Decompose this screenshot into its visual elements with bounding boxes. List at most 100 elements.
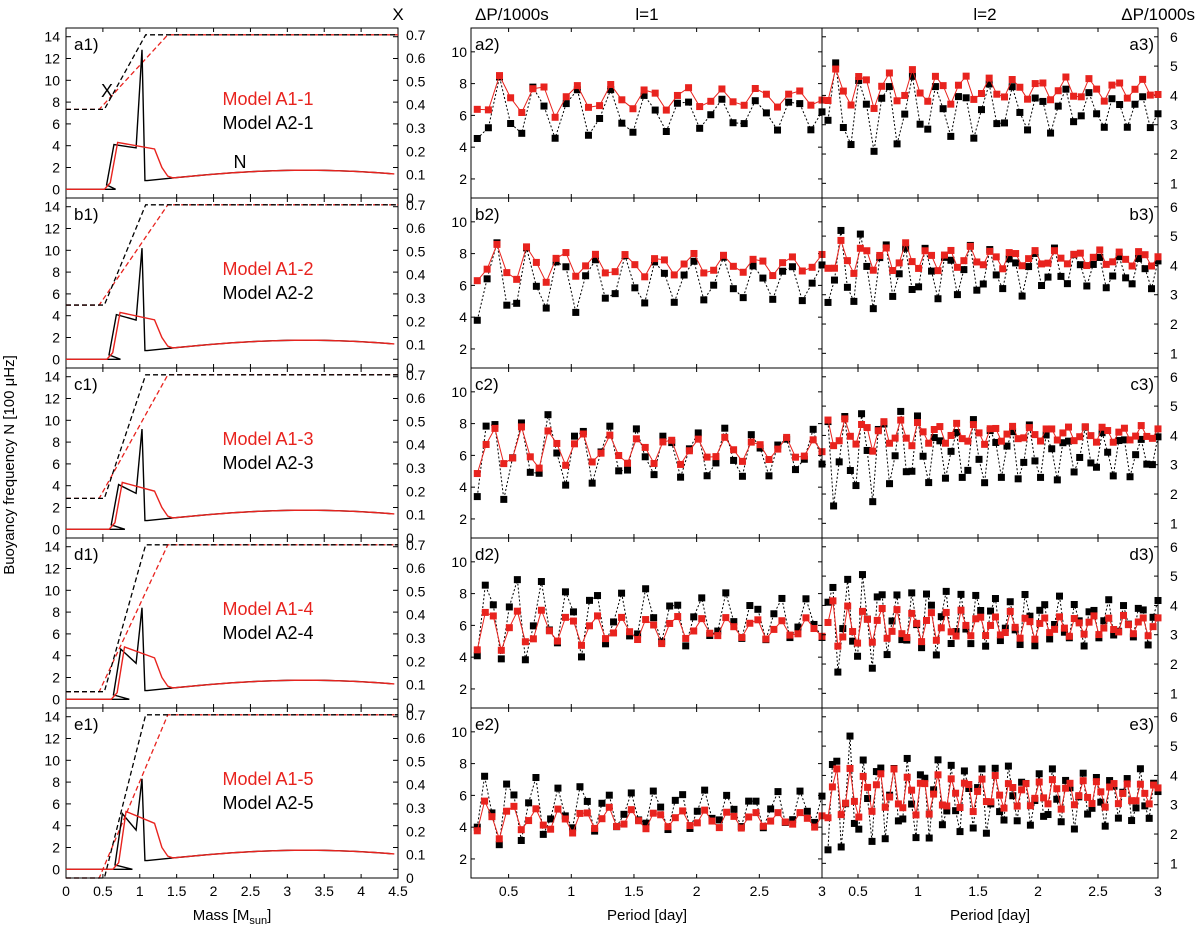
dp-black-point bbox=[1143, 460, 1151, 468]
dp-black-point bbox=[554, 784, 562, 792]
dp-red-point bbox=[650, 621, 658, 629]
dp-black-point bbox=[977, 607, 985, 615]
dp-red-line bbox=[827, 768, 1159, 818]
dp-black-point bbox=[919, 452, 927, 460]
x-tick-label: 0.2 bbox=[406, 483, 426, 499]
n-tick-label: 14 bbox=[44, 539, 60, 555]
dp-red-point bbox=[495, 835, 503, 843]
dp-black-point bbox=[1013, 817, 1021, 825]
dp-black-point bbox=[769, 295, 777, 303]
dp-black-point bbox=[918, 644, 926, 652]
dp-black-point bbox=[1070, 468, 1078, 476]
dp-red-point bbox=[1001, 629, 1009, 637]
dp-black-point bbox=[953, 291, 961, 299]
dp-black-point bbox=[837, 226, 845, 234]
dp-black-point bbox=[1057, 272, 1065, 280]
dp-black-line bbox=[476, 579, 823, 660]
dp-red-point bbox=[997, 437, 1005, 445]
x-tick-label: 0.1 bbox=[406, 847, 426, 863]
dp-black-point bbox=[1059, 439, 1067, 447]
dp-red-point bbox=[1004, 780, 1012, 788]
dp-red-point bbox=[1013, 802, 1021, 810]
dp-black-point bbox=[832, 59, 840, 67]
panel-label: e1) bbox=[74, 715, 99, 734]
dp-red-point bbox=[659, 438, 667, 446]
dp-red-point bbox=[611, 268, 619, 276]
dp-black-point bbox=[967, 640, 975, 648]
dp-black-point bbox=[1053, 476, 1061, 484]
n-tick-label: 10 bbox=[44, 72, 60, 88]
dp-black-point bbox=[696, 124, 704, 132]
dp-black-point bbox=[1044, 273, 1052, 281]
dp-red-point bbox=[668, 436, 676, 444]
dp-black-point bbox=[641, 453, 649, 461]
dp-red-point bbox=[996, 631, 1004, 639]
dp-black-point bbox=[649, 787, 657, 795]
dp-black-point bbox=[1076, 453, 1084, 461]
dp-black-point bbox=[974, 784, 982, 792]
dp-black-point bbox=[849, 637, 857, 645]
dp-red-point bbox=[932, 636, 940, 644]
dp-red-point bbox=[605, 803, 613, 811]
dp-red-point bbox=[847, 101, 855, 109]
dp-red-point bbox=[996, 791, 1004, 799]
dp-red-point bbox=[762, 90, 770, 98]
dp-black-point bbox=[894, 817, 902, 825]
dp-black-point bbox=[607, 86, 615, 94]
dp-black-point bbox=[1101, 822, 1109, 830]
dp-black-point bbox=[693, 807, 701, 815]
dp-red-point bbox=[747, 438, 755, 446]
period-xlabel-l2: Period [day] bbox=[950, 907, 1030, 924]
n-tick-label: 12 bbox=[44, 51, 60, 67]
dp-red-point bbox=[658, 640, 666, 648]
x-tick-label: 0.6 bbox=[406, 730, 426, 746]
x-profile-black bbox=[66, 34, 398, 111]
dp-black-point bbox=[751, 97, 759, 105]
period-tick-label: 3 bbox=[1154, 883, 1162, 899]
dp-red-point bbox=[899, 804, 907, 812]
dp-black-point bbox=[1024, 126, 1032, 134]
dp-red-point bbox=[1044, 800, 1052, 808]
dp-red-point bbox=[756, 441, 764, 449]
dp-red-point bbox=[878, 82, 886, 90]
dp-black-point bbox=[729, 285, 737, 293]
dp-black-point bbox=[834, 668, 842, 676]
dp-red-point bbox=[1093, 85, 1101, 93]
dp-black-point bbox=[650, 471, 658, 479]
dp-black-point bbox=[1141, 802, 1149, 810]
dp-black-point bbox=[615, 467, 623, 475]
dp-red-point bbox=[765, 456, 773, 464]
dp-black-point bbox=[972, 591, 980, 599]
dp-red-point bbox=[783, 433, 791, 441]
panel-label: a2) bbox=[475, 35, 500, 54]
dp-black-point bbox=[481, 581, 489, 589]
dp-black-point bbox=[796, 787, 804, 795]
dp-red-point bbox=[924, 97, 932, 105]
dp-red-point bbox=[1092, 778, 1100, 786]
dp-red-point bbox=[1036, 619, 1044, 627]
dp-red-point bbox=[671, 814, 679, 822]
dp-black-point bbox=[992, 271, 1000, 279]
dp-tick-label: 4 bbox=[1170, 767, 1178, 783]
dp-red-point bbox=[903, 773, 911, 781]
period-xlabel-l1: Period [day] bbox=[607, 907, 687, 924]
dp-black-point bbox=[855, 825, 863, 833]
dp-red-point bbox=[893, 606, 901, 614]
dp-red-point bbox=[739, 268, 747, 276]
dp-red-point bbox=[1134, 618, 1142, 626]
dp-black-point bbox=[767, 805, 775, 813]
n-tick-label: 8 bbox=[52, 774, 60, 790]
dp-black-point bbox=[738, 472, 746, 480]
dp-red-point bbox=[925, 439, 933, 447]
dp-red-point bbox=[693, 819, 701, 827]
mass-tick-label: 1.5 bbox=[167, 883, 187, 899]
dp-red-point bbox=[868, 638, 876, 646]
dp-black-point bbox=[843, 283, 851, 291]
dp-tick-label: 6 bbox=[459, 107, 467, 123]
n-tick-label: 10 bbox=[44, 752, 60, 768]
dp-red-point bbox=[664, 823, 672, 831]
dp-red-point bbox=[573, 82, 581, 90]
mass-tick-label: 0.5 bbox=[93, 883, 113, 899]
dp-red-point bbox=[489, 612, 497, 620]
dp-red-point bbox=[591, 824, 599, 832]
